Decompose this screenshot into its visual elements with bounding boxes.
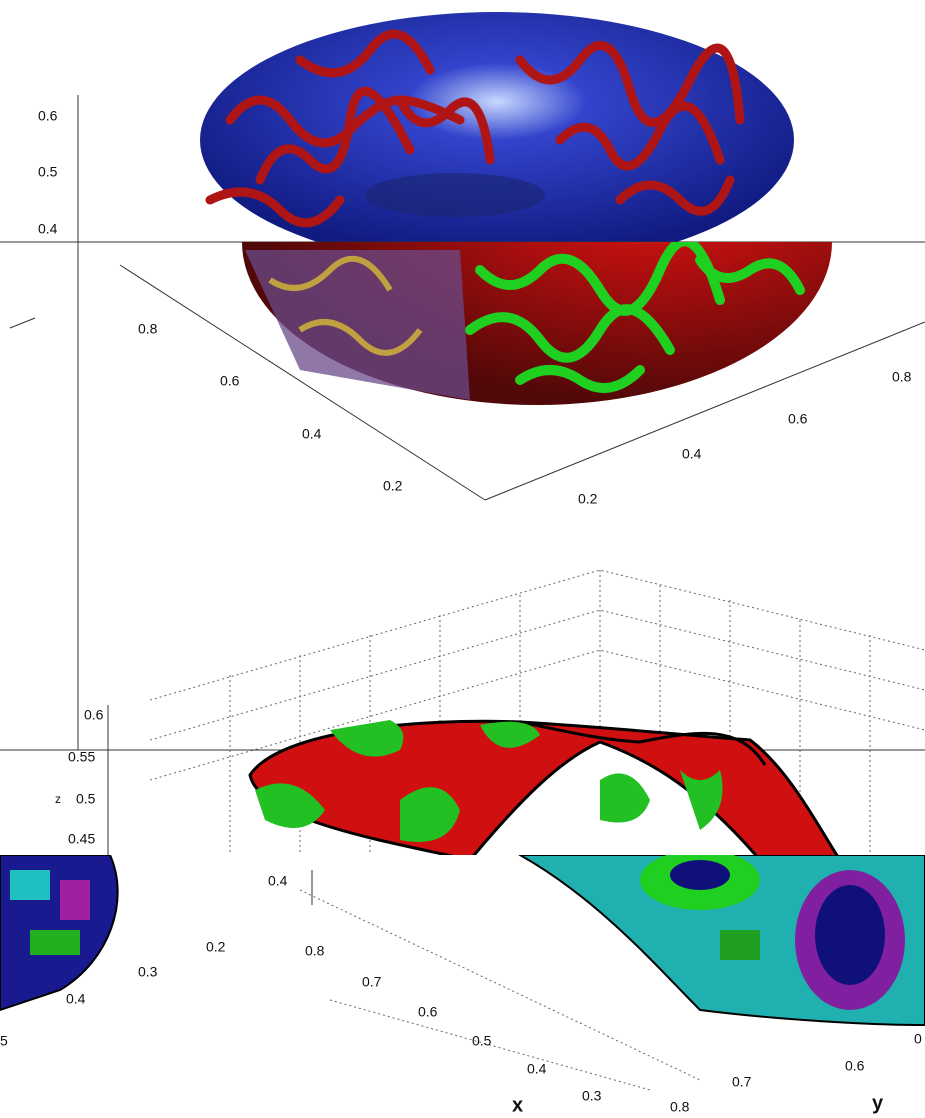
z-tick-label: 0.5: [76, 791, 96, 807]
z-tick-label: 0.5: [38, 164, 58, 180]
figure: 0.6 0.5 0.4 0.8 0.6 0.4 0.2 0.2 0.4 0.6 …: [0, 0, 925, 1118]
mobius-strip: [250, 720, 840, 860]
x-tick-label: 0.3: [582, 1088, 602, 1104]
x-tick-label: 0.6: [220, 373, 240, 389]
y-tick-label: 0.2: [578, 491, 598, 507]
x-axis-label: x: [512, 1094, 523, 1116]
y-axis-label: y: [872, 1092, 884, 1114]
x-tick-label: 0.4: [527, 1061, 547, 1077]
fragment-tick-label: 0.2: [206, 939, 226, 955]
y-tick-label: 0: [914, 1031, 922, 1047]
x-tick-label: 0.8: [138, 321, 158, 337]
y-tick-label: 0.6: [845, 1058, 865, 1074]
z-tick-label: 0.6: [84, 707, 104, 723]
z-tick-label: 0.4: [268, 873, 288, 889]
fragment-tick-label: 5: [0, 1033, 8, 1049]
y-tick-label: 0.7: [732, 1074, 752, 1090]
torus-top: [200, 12, 794, 268]
fragment-tick-label: 0.3: [138, 964, 158, 980]
x-tick-label: 0.2: [383, 478, 403, 494]
y-tick-label: 0.6: [788, 411, 808, 427]
fragment-tick-label: 0.4: [66, 991, 86, 1007]
y-tick-label: 0.8: [670, 1099, 690, 1115]
z-tick-label: 0.55: [68, 749, 95, 765]
z-axis-label: z: [55, 792, 61, 806]
z-tick-label: 0.6: [38, 108, 58, 124]
x-tick-label: 0.8: [305, 943, 325, 959]
x-tick-label: 0.5: [472, 1033, 492, 1049]
y-tick-label: 0.4: [682, 446, 702, 462]
x-tick-label: 0.7: [362, 974, 382, 990]
z-tick-label: 0.4: [38, 221, 58, 237]
y-tick-label: 0.8: [892, 369, 912, 385]
x-tick-label: 0.4: [302, 426, 322, 442]
z-tick-label: 0.45: [68, 831, 95, 847]
x-tick-label: 0.6: [418, 1004, 438, 1020]
